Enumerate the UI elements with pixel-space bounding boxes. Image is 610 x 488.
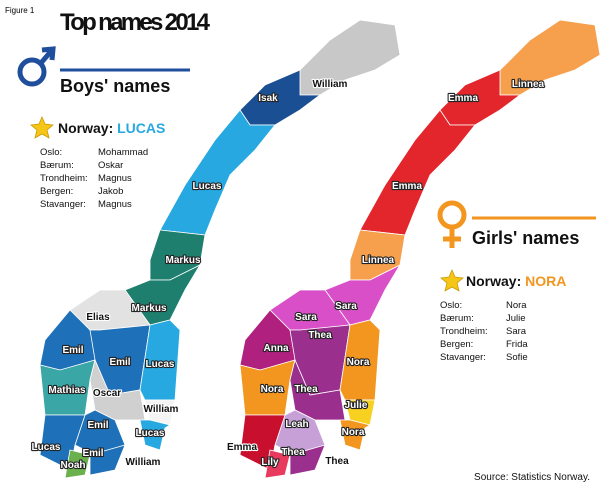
boys-norway: Norway: LUCAS [58, 120, 165, 136]
region [264, 449, 291, 479]
city-name: Stavanger: [440, 352, 486, 363]
map-label: Emil [82, 448, 103, 459]
city-top-name: Mohammad [98, 147, 148, 158]
city-top-name: Nora [506, 300, 527, 311]
region [359, 109, 476, 236]
girls-legend: Girls' names [472, 228, 579, 248]
star-icon [30, 115, 54, 139]
map-label: Julie [345, 400, 368, 411]
map-label: Nora [261, 384, 284, 395]
map-label: Nora [342, 427, 365, 438]
map-label: Lucas [146, 359, 175, 370]
title: Top names 2014 [60, 9, 211, 36]
map-label: Sara [335, 301, 357, 312]
top-name: LUCAS [117, 120, 165, 136]
map-label: Thea [325, 456, 349, 467]
map-label: Emma [448, 93, 478, 104]
map-label: Elias [86, 312, 110, 323]
city-name: Bærum: [40, 160, 74, 171]
city-top-name: Sofie [506, 352, 528, 363]
map-label: Lucas [193, 181, 222, 192]
map-label: Emma [392, 181, 422, 192]
map-label: William [313, 79, 348, 90]
map-label: Nora [347, 357, 370, 368]
map-label: Emil [87, 420, 108, 431]
map-label: Emma [227, 442, 257, 453]
map-label: Thea [308, 330, 332, 341]
map-label: Isak [258, 93, 278, 104]
female-symbol [437, 200, 467, 248]
city-top-name: Sara [506, 326, 527, 337]
city-name: Oslo: [40, 147, 62, 158]
girls-norway: Norway: NORA [466, 273, 566, 289]
top-name: NORA [525, 273, 566, 289]
city-top-name: Oskar [98, 160, 123, 171]
city-name: Bergen: [40, 186, 73, 197]
map-label: Linnea [512, 79, 545, 90]
city-top-name: Jakob [98, 186, 123, 197]
map-label: Markus [131, 303, 166, 314]
map-label: William [144, 404, 179, 415]
region [64, 449, 91, 479]
map-label: Lucas [32, 442, 61, 453]
map-label: Noah [61, 460, 86, 471]
map-label: Lily [261, 457, 279, 468]
source: Source: Statistics Norway. [474, 472, 590, 483]
norway-label: Norway: [58, 120, 113, 136]
boys-map [39, 19, 401, 479]
city-top-name: Magnus [98, 173, 132, 184]
city-top-name: Magnus [98, 199, 132, 210]
map-label: Leah [285, 419, 308, 430]
map-label: Sara [295, 312, 317, 323]
region [89, 444, 126, 476]
city-top-name: Frida [506, 339, 528, 350]
girls-map [239, 19, 601, 479]
city-name: Trondheim: [40, 173, 88, 184]
map-label: William [126, 457, 161, 468]
map-label: Thea [281, 447, 305, 458]
map-label: Mathias [48, 385, 86, 396]
figure-label: Figure 1 [5, 6, 35, 15]
map-label: Emil [109, 357, 130, 368]
boys-legend: Boys' names [60, 76, 170, 96]
map-label: Emil [62, 345, 83, 356]
region [159, 109, 276, 236]
map-label: Lucas [136, 428, 165, 439]
map-label: Thea [294, 384, 318, 395]
region [139, 419, 172, 451]
map-label: Markus [165, 255, 200, 266]
map-label: Linnea [362, 255, 395, 266]
city-name: Oslo: [440, 300, 462, 311]
city-name: Stavanger: [40, 199, 86, 210]
map-label: Oscar [93, 388, 121, 399]
norway-label: Norway: [466, 273, 521, 289]
city-name: Bergen: [440, 339, 473, 350]
city-name: Bærum: [440, 313, 474, 324]
city-name: Trondheim: [440, 326, 488, 337]
map-label: Anna [264, 343, 289, 354]
region [289, 444, 326, 476]
region [339, 419, 372, 451]
male-symbol [17, 46, 56, 87]
city-top-name: Julie [506, 313, 526, 324]
star-icon [440, 268, 464, 292]
